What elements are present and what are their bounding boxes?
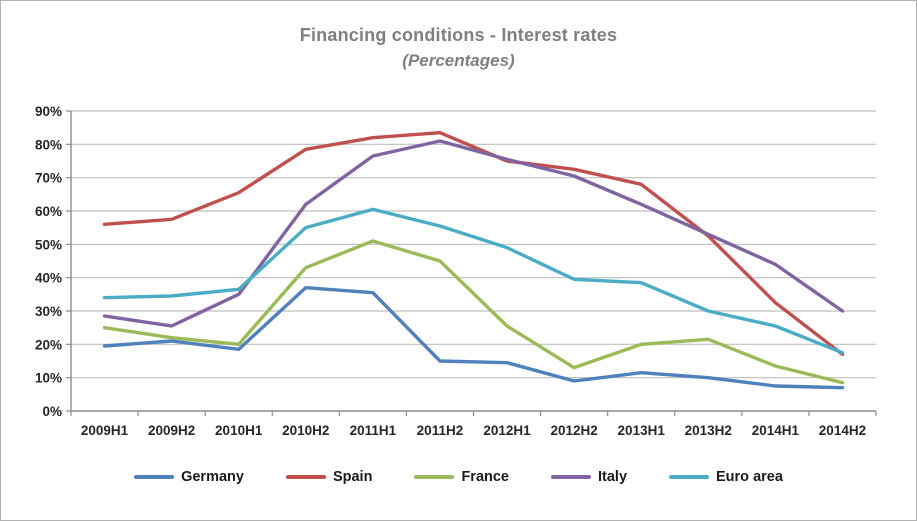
legend-swatch [414,475,455,479]
series-line-france [102,239,845,385]
x-tick-label: 2010H2 [282,423,329,438]
x-tick-label: 2010H1 [215,423,263,438]
legend-swatch [669,475,710,479]
x-tick-label: 2011H2 [417,423,464,438]
series-line-euro-area [102,207,845,355]
x-tick-label: 2013H1 [618,423,666,438]
legend-swatch [551,475,591,479]
x-tick-label: 2013H2 [685,423,732,438]
x-tick-label: 2009H2 [148,423,195,438]
legend-item-spain: Spain [285,469,373,485]
legend-item-germany: Germany [134,469,244,485]
legend-label: Germany [181,469,244,485]
chart-legend: Germany Spain France Italy Euro area [1,469,916,485]
series-line-germany [102,285,845,390]
y-tick-label: 20% [35,337,62,352]
y-tick-label: 10% [35,371,62,386]
x-tick-label: 2014H1 [752,423,800,438]
series-line-italy [102,139,845,328]
legend-item-france: France [414,469,509,485]
chart-subtitle: (Percentages) [402,51,515,70]
y-tick-label: 90% [35,104,62,119]
legend-swatch [285,475,326,479]
y-tick-label: 50% [35,237,62,252]
x-tick-label: 2009H1 [81,423,129,438]
legend-label: Euro area [716,469,783,485]
legend-item-euro-area: Euro area [669,469,783,485]
y-tick-label: 80% [35,137,62,152]
legend-swatch [134,475,175,479]
legend-label: Spain [332,469,373,485]
x-tick-label: 2012H1 [483,423,531,438]
x-tick-label: 2011H1 [350,423,397,438]
legend-label: France [461,469,509,485]
y-tick-label: 0% [42,404,62,419]
y-tick-label: 60% [35,204,62,219]
x-tick-label: 2014H2 [819,423,866,438]
x-tick-label: 2012H2 [550,423,597,438]
y-tick-label: 40% [35,271,62,286]
legend-label: Italy [598,469,628,485]
y-tick-label: 70% [35,171,62,186]
chart-title: Financing conditions - Interest rates [299,25,618,45]
y-tick-label: 30% [35,304,62,319]
series-line-spain [102,130,845,357]
legend-item-italy: Italy [551,469,627,485]
